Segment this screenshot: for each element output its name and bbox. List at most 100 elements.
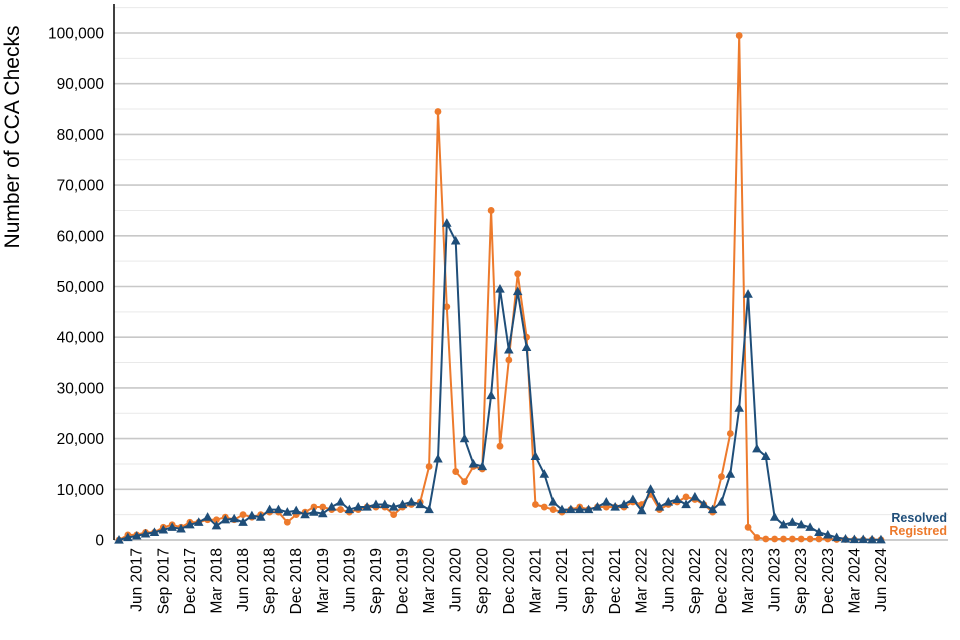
y-tick-label: 40,000	[57, 330, 105, 347]
y-tick-label: 30,000	[57, 380, 105, 397]
data-point	[681, 499, 691, 509]
x-tick-label: Jun 2018	[235, 548, 252, 612]
data-point	[771, 535, 779, 543]
data-point	[726, 430, 734, 437]
data-point	[628, 494, 638, 504]
x-tick-label: Sep 2018	[262, 548, 279, 614]
data-point	[459, 433, 470, 443]
x-tick-label: Jun 2024	[873, 548, 890, 612]
y-tick-label: 0	[95, 533, 104, 550]
data-point	[858, 534, 869, 544]
data-point	[114, 535, 124, 544]
data-point	[753, 534, 761, 541]
data-point	[461, 478, 468, 486]
data-point	[397, 499, 408, 509]
data-point	[283, 518, 291, 526]
data-point	[317, 508, 328, 518]
data-point	[619, 499, 629, 509]
y-tick-label: 70,000	[57, 178, 105, 195]
data-point	[539, 469, 550, 478]
data-point	[663, 496, 674, 506]
data-point	[540, 503, 548, 511]
data-point	[443, 303, 451, 311]
y-tick-label: 50,000	[57, 279, 105, 296]
data-point	[805, 522, 815, 531]
x-tick-label: Sep 2021	[581, 548, 598, 614]
x-tick-label: Sep 2020	[474, 548, 491, 615]
data-point	[390, 511, 398, 519]
data-point	[496, 442, 504, 450]
x-tick-label: Dec 2023	[820, 548, 837, 614]
legend-resolved: Resolved	[891, 511, 947, 525]
data-point	[220, 514, 231, 524]
data-point	[211, 520, 222, 530]
data-point	[477, 461, 488, 471]
data-point	[610, 502, 620, 511]
data-point	[424, 504, 434, 514]
data-point	[371, 499, 381, 509]
y-tick-label: 20,000	[57, 431, 105, 448]
x-tick-label: Mar 2020	[421, 548, 438, 614]
data-point	[434, 108, 442, 115]
data-point	[238, 517, 248, 526]
data-point	[654, 502, 665, 511]
data-point	[468, 458, 479, 468]
data-point	[797, 535, 805, 543]
data-point	[707, 504, 718, 514]
x-tick-label: Jun 2020	[448, 548, 465, 612]
data-point	[406, 496, 417, 506]
y-tick-label: 80,000	[57, 127, 105, 144]
data-point	[388, 502, 399, 511]
data-point	[557, 504, 567, 514]
data-point	[486, 390, 496, 400]
x-tick-label: Jun 2017	[129, 548, 146, 612]
y-tick-labels: 0 10,000 20,000 30,000 40,000 50,000 60,000 70,…	[48, 26, 104, 550]
y-axis-label: Number of CCA Checks	[1, 26, 24, 249]
data-point	[831, 532, 842, 542]
x-tick-labels: Jun 2017 Sep 2017 Dec 2017 Mar 2018 Jun 2018…	[129, 548, 890, 615]
data-point	[326, 502, 337, 511]
data-point	[744, 523, 752, 531]
gridlines	[114, 7, 948, 541]
data-point	[601, 496, 612, 506]
y-tick-label: 90,000	[57, 76, 105, 93]
data-point	[718, 473, 725, 481]
x-tick-label: Mar 2023	[740, 548, 757, 613]
series-resolved	[114, 218, 886, 544]
data-point	[867, 534, 877, 544]
data-point	[815, 535, 823, 543]
data-point	[442, 218, 452, 227]
x-tick-label: Mar 2021	[527, 548, 544, 613]
x-tick-label: Dec 2018	[288, 548, 305, 614]
x-tick-label: Sep 2017	[155, 548, 172, 614]
data-point	[548, 496, 558, 506]
data-point	[849, 534, 860, 544]
data-point	[521, 342, 532, 351]
data-point	[380, 499, 390, 509]
data-point	[532, 501, 539, 508]
data-point	[353, 502, 364, 511]
data-point	[344, 504, 355, 514]
data-point	[876, 534, 886, 544]
data-point	[264, 504, 275, 514]
data-point	[512, 286, 523, 296]
data-point	[140, 528, 151, 538]
data-point	[185, 519, 195, 529]
data-point	[672, 494, 682, 504]
data-point	[158, 524, 169, 534]
data-point	[309, 507, 319, 516]
y-tick-label: 10,000	[57, 482, 105, 499]
data-point	[337, 506, 344, 513]
data-point	[760, 451, 771, 460]
data-point	[213, 516, 220, 524]
data-point	[362, 502, 372, 511]
data-point	[583, 504, 594, 514]
data-point	[415, 499, 426, 509]
x-tick-label: Mar 2019	[315, 548, 332, 613]
data-point	[425, 463, 433, 470]
series-layer	[114, 32, 886, 544]
data-point	[450, 235, 461, 245]
data-point	[788, 535, 796, 543]
data-point	[433, 453, 443, 463]
x-tick-label: Dec 2021	[607, 548, 624, 614]
